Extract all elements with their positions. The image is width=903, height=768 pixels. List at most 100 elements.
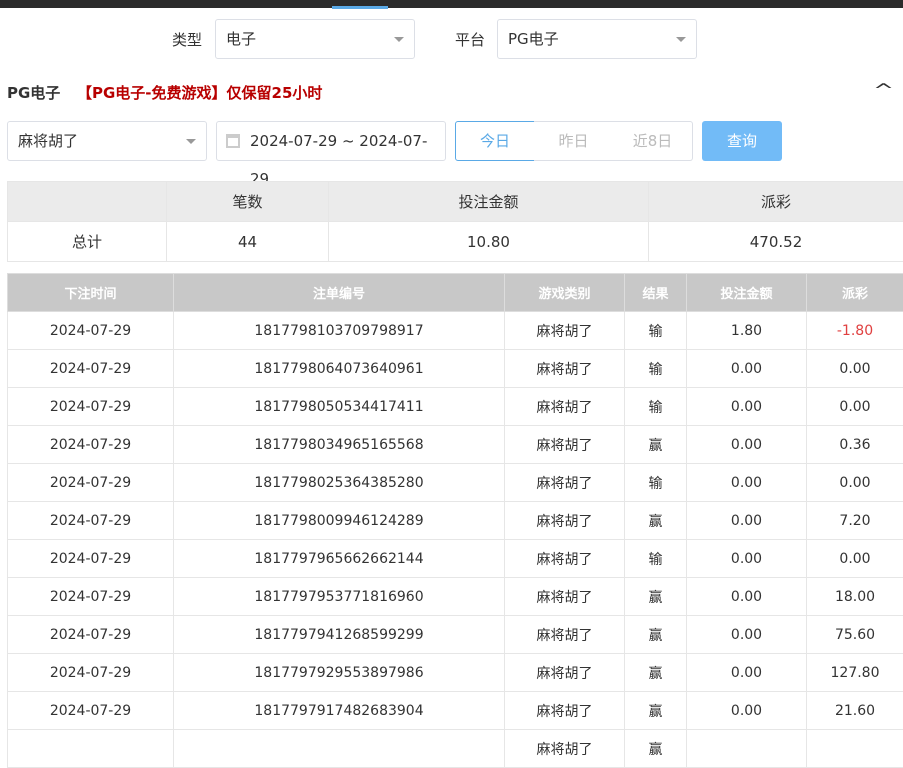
table-cell: 0.00	[687, 464, 807, 502]
yesterday-button[interactable]: 昨日	[534, 121, 614, 161]
query-button[interactable]: 查询	[702, 121, 782, 161]
table-cell: 输	[625, 540, 687, 578]
table-cell: 1817797965662662144	[174, 540, 505, 578]
table-cell: 7.20	[807, 502, 903, 540]
date-range-value: 2024-07-29 ~ 2024-07-29	[250, 132, 427, 188]
table-cell: 127.80	[807, 654, 903, 692]
table-cell: 麻将胡了	[505, 692, 625, 730]
table-cell	[8, 730, 174, 768]
table-cell: 0.00	[687, 540, 807, 578]
column-header: 游戏类别	[505, 274, 625, 312]
table-cell: 2024-07-29	[8, 502, 174, 540]
table-cell: 1817797929553897986	[174, 654, 505, 692]
table-cell: 输	[625, 464, 687, 502]
table-cell: 麻将胡了	[505, 578, 625, 616]
table-cell: 麻将胡了	[505, 730, 625, 768]
table-cell: 0.00	[687, 388, 807, 426]
table-cell: 2024-07-29	[8, 464, 174, 502]
column-header: 注单编号	[174, 274, 505, 312]
summary-cell: 44	[167, 222, 329, 262]
summary-cell: 10.80	[329, 222, 649, 262]
section-title: PG电子	[7, 82, 60, 103]
table-cell: 赢	[625, 654, 687, 692]
table-cell: 1817797953771816960	[174, 578, 505, 616]
platform-label: 平台	[455, 29, 485, 50]
last-8-days-button[interactable]: 近8日	[613, 121, 693, 161]
retention-notice: 【PG电子-免费游戏】仅保留25小时	[77, 82, 322, 103]
column-header: 投注金额	[687, 274, 807, 312]
game-select[interactable]: 麻将胡了	[7, 121, 207, 161]
table-cell: 0.00	[687, 616, 807, 654]
table-cell: 麻将胡了	[505, 616, 625, 654]
table-cell: 麻将胡了	[505, 464, 625, 502]
table-cell: 2024-07-29	[8, 312, 174, 350]
table-cell: 1817798034965165568	[174, 426, 505, 464]
table-cell: 输	[625, 350, 687, 388]
table-cell: 0.00	[687, 654, 807, 692]
table-cell	[687, 730, 807, 768]
summary-row: 总计 44 10.80 470.52	[8, 222, 903, 262]
table-cell: 0.00	[687, 426, 807, 464]
table-cell: 赢	[625, 692, 687, 730]
table-cell: 赢	[625, 502, 687, 540]
chevron-down-icon	[394, 37, 404, 42]
table-cell: 2024-07-29	[8, 578, 174, 616]
table-cell: 1817797941268599299	[174, 616, 505, 654]
column-header: 派彩	[807, 274, 903, 312]
table-cell: 0.00	[687, 502, 807, 540]
summary-header-cell: 笔数	[167, 182, 329, 222]
platform-select-value: PG电子	[508, 30, 559, 48]
table-cell: 1817798103709798917	[174, 312, 505, 350]
table-cell: 2024-07-29	[8, 388, 174, 426]
platform-select[interactable]: PG电子	[497, 19, 697, 59]
table-cell: 麻将胡了	[505, 426, 625, 464]
summary-header-cell: 投注金额	[329, 182, 649, 222]
summary-header-cell	[8, 182, 167, 222]
table-cell: 0.00	[687, 350, 807, 388]
date-range-input[interactable]: 2024-07-29 ~ 2024-07-29	[216, 121, 446, 161]
table-cell: 输	[625, 312, 687, 350]
summary-cell: 总计	[8, 222, 167, 262]
table-cell: 麻将胡了	[505, 388, 625, 426]
table-cell: 1817798009946124289	[174, 502, 505, 540]
table-cell: 0.00	[687, 578, 807, 616]
today-button[interactable]: 今日	[455, 121, 535, 161]
table-cell: 1.80	[687, 312, 807, 350]
type-select-value: 电子	[226, 30, 256, 48]
calendar-icon	[226, 134, 240, 148]
table-cell: 2024-07-29	[8, 426, 174, 464]
type-label: 类型	[172, 29, 202, 50]
table-cell: 麻将胡了	[505, 654, 625, 692]
table-cell: 1817797917482683904	[174, 692, 505, 730]
table-cell: 0.36	[807, 426, 903, 464]
type-select[interactable]: 电子	[215, 19, 415, 59]
table-cell: 麻将胡了	[505, 540, 625, 578]
bets-table-header: 下注时间注单编号游戏类别结果投注金额派彩	[8, 274, 903, 312]
table-cell: 21.60	[807, 692, 903, 730]
table-cell: 赢	[625, 616, 687, 654]
table-cell: 18.00	[807, 578, 903, 616]
table-cell: 75.60	[807, 616, 903, 654]
chevron-down-icon	[676, 37, 686, 42]
table-cell: 1817798050534417411	[174, 388, 505, 426]
table-cell: 0.00	[807, 388, 903, 426]
column-header: 结果	[625, 274, 687, 312]
game-select-value: 麻将胡了	[18, 132, 78, 150]
collapse-chevron-up-icon[interactable]: ^	[873, 80, 894, 101]
table-cell: 0.00	[807, 464, 903, 502]
table-cell: 2024-07-29	[8, 692, 174, 730]
summary-table: 笔数 投注金额 派彩 总计 44 10.80 470.52	[7, 181, 903, 262]
table-cell: 麻将胡了	[505, 312, 625, 350]
table-cell: 赢	[625, 730, 687, 768]
table-cell: 1817798064073640961	[174, 350, 505, 388]
